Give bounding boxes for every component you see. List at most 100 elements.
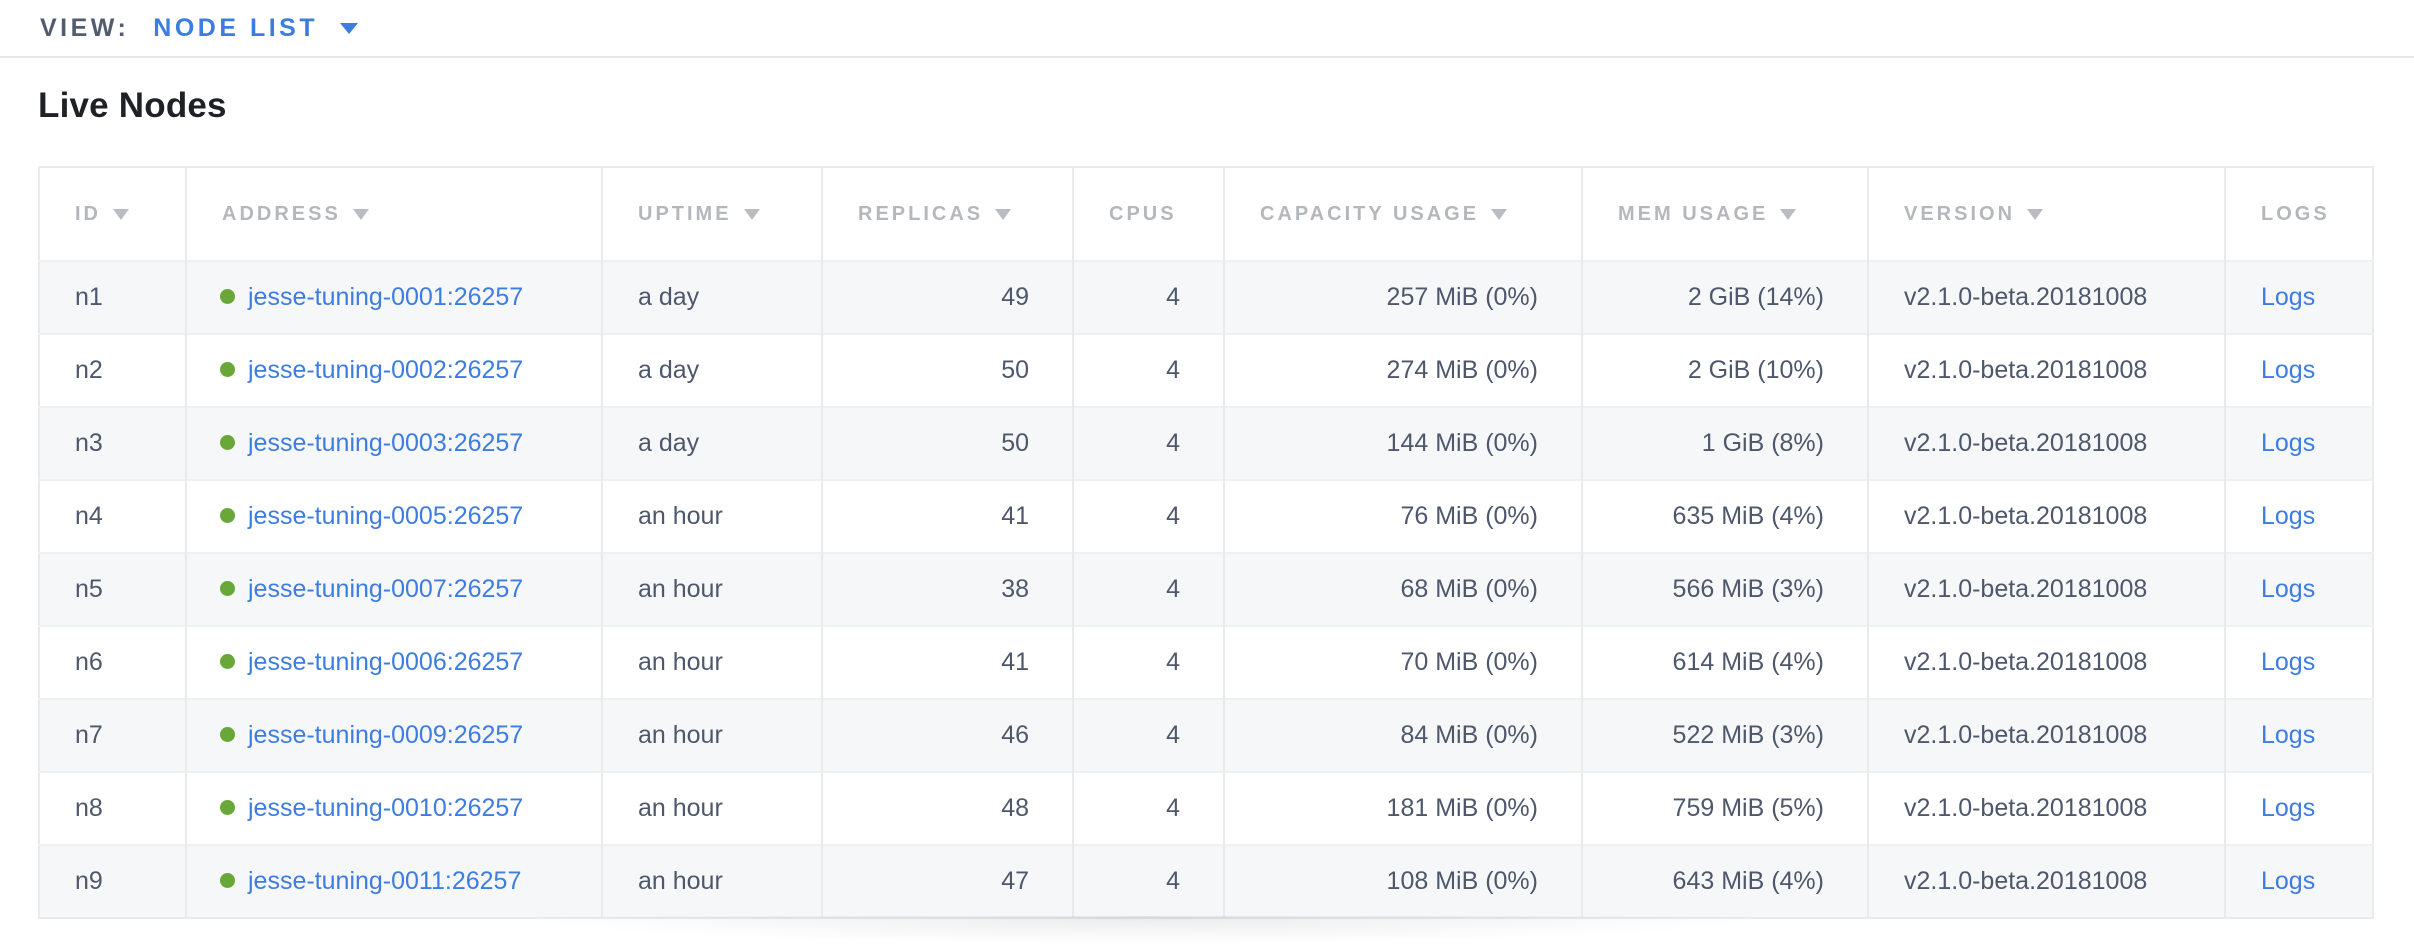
logs-link[interactable]: Logs xyxy=(2261,356,2316,384)
replicas-cell: 46 xyxy=(821,698,1073,772)
version-cell: v2.1.0-beta.20181008 xyxy=(1867,333,2225,407)
view-label: VIEW: xyxy=(40,13,130,42)
version-cell: v2.1.0-beta.20181008 xyxy=(1867,625,2225,699)
mem-usage-cell: 2 GiB (14%) xyxy=(1581,260,1868,334)
table-row: n2 jesse-tuning-0002:26257 a day 50 4 27… xyxy=(39,333,2373,407)
node-healthy-dot-icon xyxy=(220,800,235,815)
node-address-link[interactable]: jesse-tuning-0001:26257 xyxy=(248,283,524,311)
column-header-version[interactable]: VERSION xyxy=(1867,167,2225,261)
mem-usage-cell: 1 GiB (8%) xyxy=(1581,406,1868,480)
table-row: n1 jesse-tuning-0001:26257 a day 49 4 25… xyxy=(39,260,2373,334)
cpus-cell: 4 xyxy=(1072,698,1224,772)
capacity-usage-cell: 70 MiB (0%) xyxy=(1223,625,1582,699)
capacity-usage-cell: 181 MiB (0%) xyxy=(1223,771,1582,845)
node-healthy-dot-icon xyxy=(220,362,235,377)
column-header-label: LOGS xyxy=(2261,202,2330,225)
capacity-usage-cell: 274 MiB (0%) xyxy=(1223,333,1582,407)
cpus-cell: 4 xyxy=(1072,479,1224,553)
sort-caret-icon xyxy=(1780,208,1797,220)
mem-usage-cell: 522 MiB (3%) xyxy=(1581,698,1868,772)
version-cell: v2.1.0-beta.20181008 xyxy=(1867,406,2225,480)
logs-link[interactable]: Logs xyxy=(2261,794,2316,822)
column-header-uptime[interactable]: UPTIME xyxy=(601,167,822,261)
node-healthy-dot-icon xyxy=(220,508,235,523)
uptime-cell: an hour xyxy=(601,625,822,699)
logs-cell: Logs xyxy=(2224,698,2373,772)
table-row: n8 jesse-tuning-0010:26257 an hour 48 4 … xyxy=(39,771,2373,845)
replicas-cell: 49 xyxy=(821,260,1073,334)
logs-link[interactable]: Logs xyxy=(2261,721,2316,749)
logs-cell: Logs xyxy=(2224,260,2373,334)
chevron-down-icon xyxy=(340,22,359,34)
sort-caret-icon xyxy=(995,208,1012,220)
uptime-cell: a day xyxy=(601,406,822,480)
live-nodes-table-wrap: ID ADDRESS UPTIME REPLICAS CPUS CAPACITY… xyxy=(38,166,2414,919)
replicas-cell: 50 xyxy=(821,406,1073,480)
mem-usage-cell: 635 MiB (4%) xyxy=(1581,479,1868,553)
node-address-link[interactable]: jesse-tuning-0009:26257 xyxy=(248,721,524,749)
logs-link[interactable]: Logs xyxy=(2261,648,2316,676)
replicas-cell: 48 xyxy=(821,771,1073,845)
cpus-cell: 4 xyxy=(1072,260,1224,334)
node-address-link[interactable]: jesse-tuning-0002:26257 xyxy=(248,356,524,384)
logs-link[interactable]: Logs xyxy=(2261,502,2316,530)
node-address-link[interactable]: jesse-tuning-0010:26257 xyxy=(248,794,524,822)
node-id-cell: n4 xyxy=(39,479,186,553)
uptime-cell: a day xyxy=(601,333,822,407)
column-header-label: MEM USAGE xyxy=(1618,202,1769,225)
table-row: n9 jesse-tuning-0011:26257 an hour 47 4 … xyxy=(39,844,2373,918)
logs-cell: Logs xyxy=(2224,552,2373,626)
node-healthy-dot-icon xyxy=(220,289,235,304)
uptime-cell: a day xyxy=(601,260,822,334)
table-row: n3 jesse-tuning-0003:26257 a day 50 4 14… xyxy=(39,406,2373,480)
column-header-label: VERSION xyxy=(1904,202,2016,225)
node-address-cell: jesse-tuning-0009:26257 xyxy=(185,698,602,772)
node-address-link[interactable]: jesse-tuning-0007:26257 xyxy=(248,575,524,603)
node-id-cell: n6 xyxy=(39,625,186,699)
node-address-cell: jesse-tuning-0005:26257 xyxy=(185,479,602,553)
node-address-cell: jesse-tuning-0001:26257 xyxy=(185,260,602,334)
column-header-label: REPLICAS xyxy=(858,202,984,225)
logs-link[interactable]: Logs xyxy=(2261,283,2316,311)
below-fold-panel-shadow xyxy=(480,916,2060,948)
replicas-cell: 41 xyxy=(821,479,1073,553)
column-header-mem-usage[interactable]: MEM USAGE xyxy=(1581,167,1868,261)
cpus-cell: 4 xyxy=(1072,552,1224,626)
column-header-label: UPTIME xyxy=(638,202,732,225)
mem-usage-cell: 566 MiB (3%) xyxy=(1581,552,1868,626)
uptime-cell: an hour xyxy=(601,479,822,553)
logs-link[interactable]: Logs xyxy=(2261,575,2316,603)
version-cell: v2.1.0-beta.20181008 xyxy=(1867,479,2225,553)
column-header-replicas[interactable]: REPLICAS xyxy=(821,167,1073,261)
page-title: Live Nodes xyxy=(38,86,227,125)
node-address-link[interactable]: jesse-tuning-0003:26257 xyxy=(248,429,524,457)
node-address-link[interactable]: jesse-tuning-0006:26257 xyxy=(248,648,524,676)
view-selector-dropdown[interactable]: NODE LIST xyxy=(153,14,359,43)
logs-link[interactable]: Logs xyxy=(2261,429,2316,457)
sort-caret-icon xyxy=(1491,208,1508,220)
mem-usage-cell: 759 MiB (5%) xyxy=(1581,771,1868,845)
node-id-cell: n2 xyxy=(39,333,186,407)
logs-link[interactable]: Logs xyxy=(2261,867,2316,895)
logs-cell: Logs xyxy=(2224,479,2373,553)
live-nodes-table: ID ADDRESS UPTIME REPLICAS CPUS CAPACITY… xyxy=(38,166,2374,919)
cpus-cell: 4 xyxy=(1072,333,1224,407)
table-row: n7 jesse-tuning-0009:26257 an hour 46 4 … xyxy=(39,698,2373,772)
column-header-label: CAPACITY USAGE xyxy=(1260,202,1480,225)
mem-usage-cell: 2 GiB (10%) xyxy=(1581,333,1868,407)
node-healthy-dot-icon xyxy=(220,873,235,888)
capacity-usage-cell: 84 MiB (0%) xyxy=(1223,698,1582,772)
node-id-cell: n1 xyxy=(39,260,186,334)
column-header-id[interactable]: ID xyxy=(39,167,186,261)
uptime-cell: an hour xyxy=(601,844,822,918)
cpus-cell: 4 xyxy=(1072,625,1224,699)
node-address-cell: jesse-tuning-0011:26257 xyxy=(185,844,602,918)
node-address-link[interactable]: jesse-tuning-0011:26257 xyxy=(248,867,522,895)
column-header-label: ID xyxy=(75,202,101,225)
column-header-address[interactable]: ADDRESS xyxy=(185,167,602,261)
logs-cell: Logs xyxy=(2224,333,2373,407)
node-address-link[interactable]: jesse-tuning-0005:26257 xyxy=(248,502,524,530)
cpus-cell: 4 xyxy=(1072,406,1224,480)
node-id-cell: n3 xyxy=(39,406,186,480)
column-header-capacity-usage[interactable]: CAPACITY USAGE xyxy=(1223,167,1582,261)
